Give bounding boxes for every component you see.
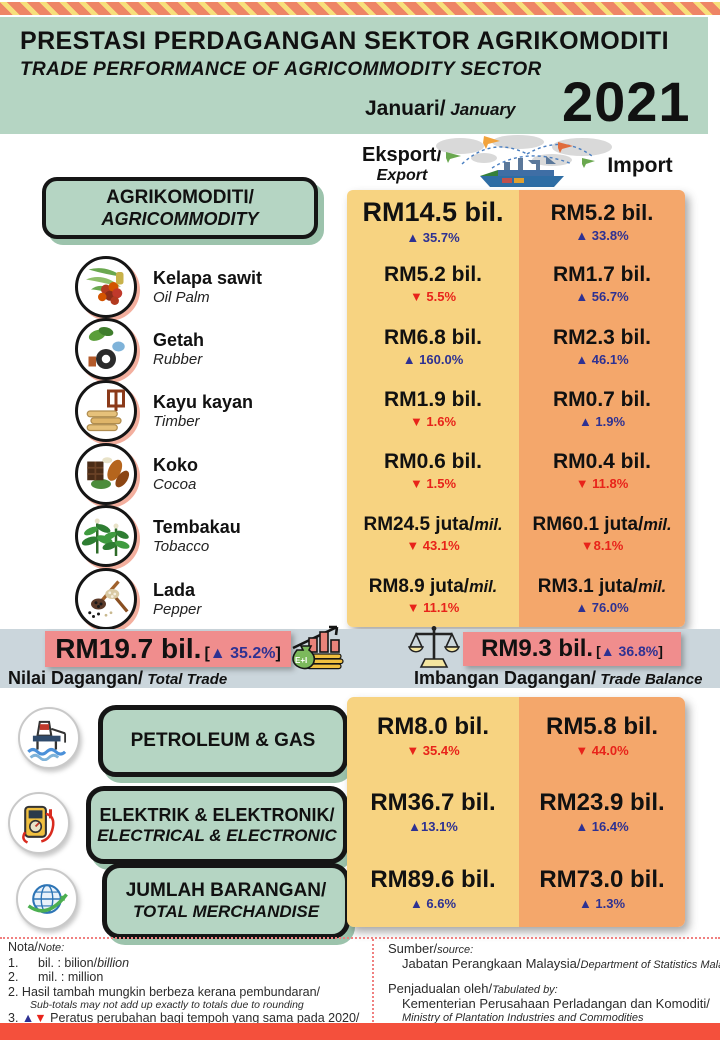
top-stripe-band	[0, 2, 720, 15]
export-column-header: Eksport/ Export	[361, 144, 443, 184]
footer-vertical-divider	[372, 939, 374, 1022]
list-item-pepper: Lada Pepper	[75, 568, 201, 630]
total-trade-label: Nilai Dagangan/ Total Trade	[8, 668, 228, 688]
section-petroleum-gas: PETROLEUM & GAS	[98, 705, 348, 777]
commodity-label: Kayu kayan	[153, 392, 254, 412]
page-title: PRESTASI PERDAGANGAN SEKTOR AGRIKOMODITI	[20, 27, 669, 55]
pepper-icon	[75, 568, 137, 630]
commodity-label: Lada	[153, 580, 196, 600]
cell-rubber-import: RM2.3 bil. ▲ 46.1%	[519, 314, 685, 378]
cell-tobacco-export: RM24.5 juta/mil. ▼ 43.1%	[347, 502, 519, 565]
cell-merchandise-import: RM73.0 bil. ▲ 1.3%	[519, 850, 685, 927]
commodity-label: Getah	[153, 330, 205, 350]
other-sectors-values-table: RM8.0 bil. ▼ 35.4% RM5.8 bil. ▼ 44.0% RM36…	[347, 697, 685, 927]
world-trade-illustration-icon	[436, 135, 612, 187]
trade-balance-bar: RM9.3 bil. [▲ 36.8%]	[463, 632, 681, 666]
trade-balance-label: Imbangan Dagangan/ Trade Balance	[414, 668, 703, 688]
section-total-merchandise: JUMLAH BARANGAN/ TOTAL MERCHANDISE	[102, 863, 350, 939]
footer-source: Sumber/source: Jabatan Perangkaan Malays…	[388, 941, 720, 1025]
cell-pepper-import: RM3.1 juta/mil. ▲ 76.0%	[519, 564, 685, 627]
list-item-timber: Kayu kayan Timber	[75, 380, 253, 442]
agricommodity-heading-box: AGRIKOMODITI/ AGRICOMMODITY	[42, 177, 318, 239]
cell-electrical-export: RM36.7 bil. ▲13.1%	[347, 773, 519, 851]
header-panel: PRESTASI PERDAGANGAN SEKTOR AGRIKOMODITI…	[0, 17, 708, 134]
commodity-label: Tembakau	[153, 517, 241, 537]
cell-cocoa-import: RM0.4 bil. ▼ 11.8%	[519, 439, 685, 503]
total-trade-bar: RM19.7 bil. [▲ 35.2%]	[45, 631, 291, 667]
oil-rig-icon	[18, 707, 80, 769]
cell-oil-palm-import: RM1.7 bil. ▲ 56.7%	[519, 252, 685, 315]
cell-petroleum-export: RM8.0 bil. ▼ 35.4%	[347, 697, 519, 774]
cell-rubber-export: RM6.8 bil. ▲ 160.0%	[347, 314, 519, 378]
balance-scale-icon	[408, 626, 460, 668]
commodity-label: Koko	[153, 455, 198, 475]
cell-petroleum-import: RM5.8 bil. ▼ 44.0%	[519, 697, 685, 774]
multimeter-icon	[8, 792, 70, 854]
cell-sector-export: RM14.5 bil. ▲ 35.7%	[347, 190, 519, 253]
import-column-header: Import	[607, 154, 673, 177]
globe-icon	[16, 868, 78, 930]
trade-balance-value: RM9.3 bil.	[481, 635, 594, 662]
cell-timber-import: RM0.7 bil. ▲ 1.9%	[519, 377, 685, 440]
agricommodity-values-table: RM14.5 bil. ▲ 35.7% RM5.2 bil. ▲ 33.8% RM5…	[347, 190, 685, 627]
cell-timber-export: RM1.9 bil. ▼ 1.6%	[347, 377, 519, 440]
list-item-cocoa: Koko Cocoa	[75, 443, 198, 505]
cell-oil-palm-export: RM5.2 bil. ▼ 5.5%	[347, 252, 519, 315]
svg-text:E+I: E+I	[295, 656, 307, 665]
cell-merchandise-export: RM89.6 bil. ▲ 6.6%	[347, 850, 519, 927]
list-item-tobacco: Tembakau Tobacco	[75, 505, 241, 567]
oil-palm-icon	[75, 256, 137, 318]
bottom-red-band	[0, 1023, 720, 1040]
cell-electrical-import: RM23.9 bil. ▲ 16.4%	[519, 773, 685, 851]
totals-band: RM19.7 bil. [▲ 35.2%] E+I Nilai Dagangan…	[0, 625, 720, 688]
cell-pepper-export: RM8.9 juta/mil. ▼ 11.1%	[347, 564, 519, 627]
export-import-growth-icon: E+I	[292, 625, 344, 670]
up-arrow-icon: ▲	[21, 1011, 35, 1025]
tobacco-icon	[75, 505, 137, 567]
cell-cocoa-export: RM0.6 bil. ▼ 1.5%	[347, 439, 519, 503]
cocoa-icon	[75, 443, 137, 505]
report-year: 2021	[562, 70, 691, 133]
down-arrow-icon: ▼	[34, 1011, 47, 1025]
rubber-icon	[75, 318, 137, 380]
page-subtitle: TRADE PERFORMANCE OF AGRICOMMODITY SECTO…	[20, 59, 542, 80]
list-item-oil-palm: Kelapa sawit Oil Palm	[75, 256, 262, 318]
footer-divider-line	[0, 937, 720, 939]
cell-sector-import: RM5.2 bil. ▲ 33.8%	[519, 190, 685, 253]
report-month: Januari/ January	[365, 97, 516, 120]
commodity-label: Kelapa sawit	[153, 268, 263, 288]
cell-tobacco-import: RM60.1 juta/mil. ▼8.1%	[519, 502, 685, 565]
section-electrical-electronic: ELEKTRIK & ELEKTRONIK/ ELECTRICAL & ELEC…	[86, 786, 348, 864]
list-item-rubber: Getah Rubber	[75, 318, 204, 380]
total-trade-value: RM19.7 bil.	[55, 633, 202, 664]
timber-icon	[75, 380, 137, 442]
